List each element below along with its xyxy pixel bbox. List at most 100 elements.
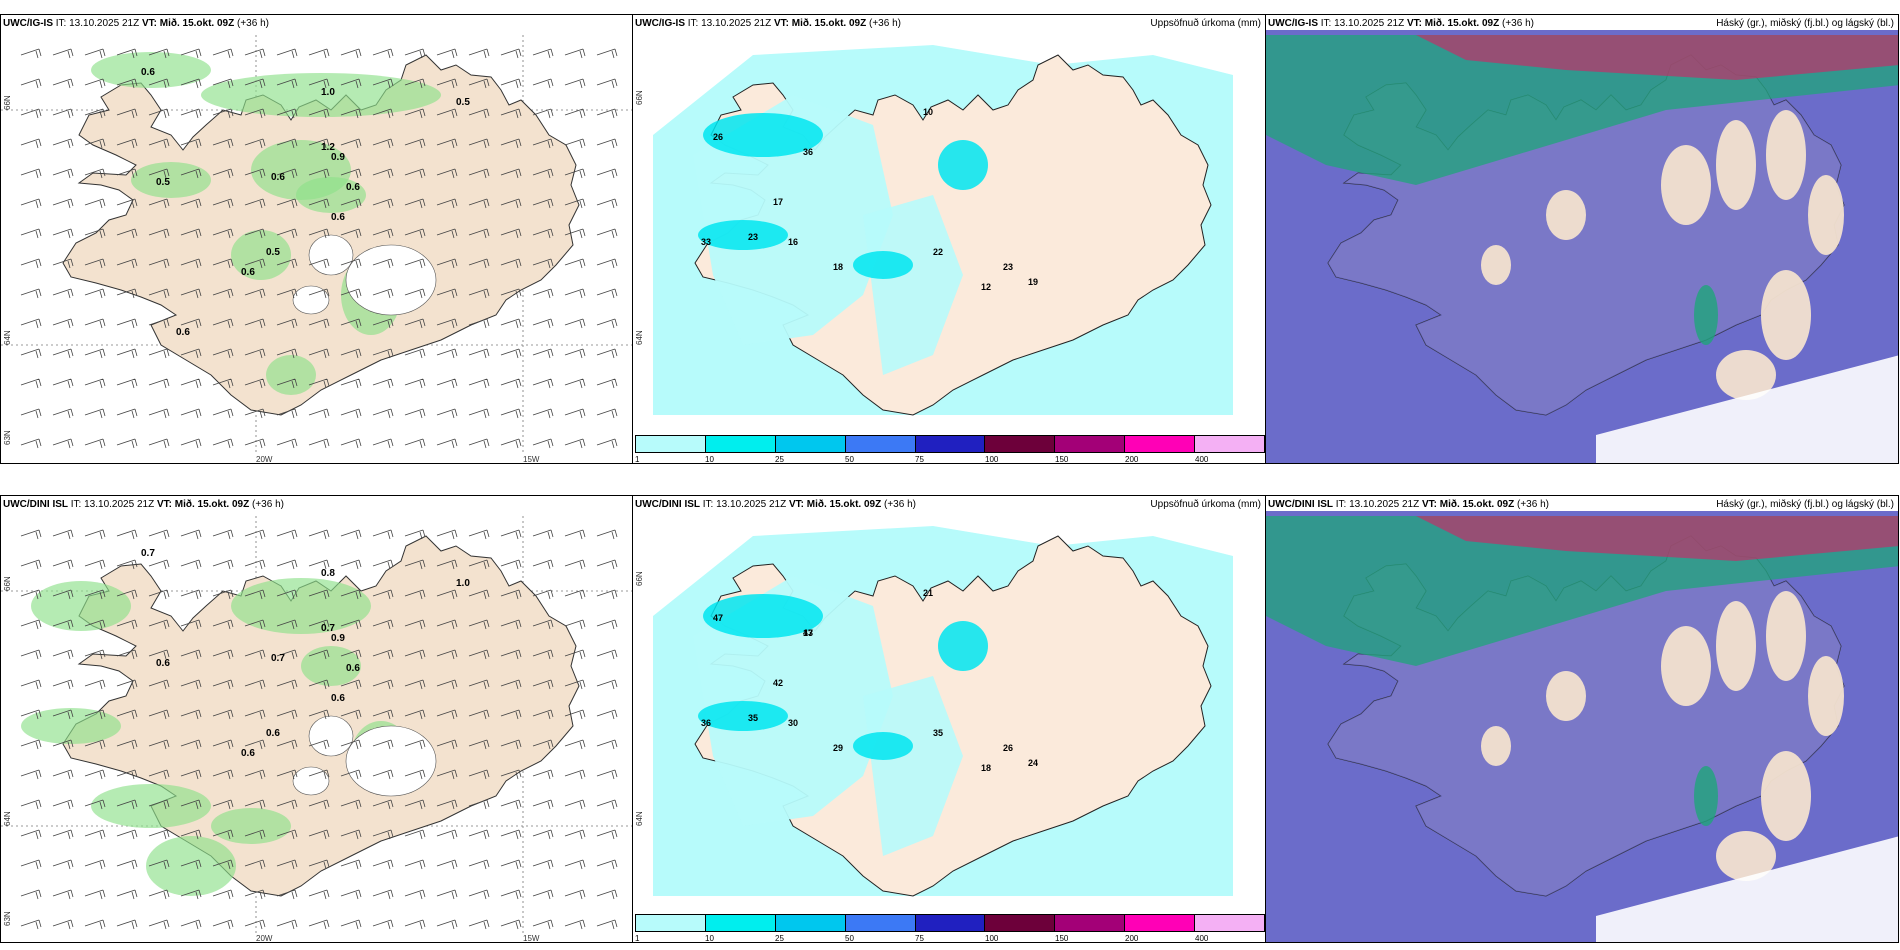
wind-barb	[404, 378, 426, 389]
clear-sky-patch	[1808, 175, 1844, 255]
wind-barb	[436, 529, 458, 540]
wind-barb	[500, 619, 522, 630]
wind-barb	[212, 138, 234, 149]
precip-value-label: 0.6	[331, 212, 345, 223]
wind-barb	[212, 919, 234, 930]
wind-barb	[436, 709, 458, 720]
wind-barb	[84, 559, 106, 570]
wind-barb	[180, 739, 202, 750]
wind-barb	[20, 919, 42, 930]
wind-barb	[308, 589, 330, 600]
heavy-precip-patch	[853, 251, 913, 279]
wind-barb	[84, 78, 106, 89]
lat-label-63: 63N	[3, 911, 12, 926]
wind-barb	[564, 859, 586, 870]
clear-sky-patch	[1481, 726, 1511, 766]
wind-barb	[244, 769, 266, 780]
wind-barb	[84, 348, 106, 359]
wind-barb	[180, 318, 202, 329]
wind-barb	[468, 258, 490, 269]
wind-barb	[404, 348, 426, 359]
wind-barb	[180, 619, 202, 630]
wind-barb	[20, 348, 42, 359]
wind-barb	[532, 168, 554, 179]
wind-barb	[340, 378, 362, 389]
colorbar-swatch	[705, 436, 776, 452]
wind-barb	[84, 228, 106, 239]
wind-barb	[212, 709, 234, 720]
wind-barb	[596, 889, 618, 900]
wind-barb	[500, 138, 522, 149]
heavy-precip-patch	[853, 732, 913, 760]
panel-right-title: Háský (gr.), miðský (fj.bl.) og lágský (…	[1716, 499, 1894, 510]
wind-barb	[500, 859, 522, 870]
precip-value-label: 17	[773, 197, 783, 207]
wind-barb	[20, 799, 42, 810]
wind-barb	[596, 799, 618, 810]
precip-land-area	[863, 676, 963, 856]
wind-barb	[52, 438, 74, 449]
wind-barb	[148, 529, 170, 540]
wind-barb	[404, 318, 426, 329]
wind-barb	[372, 919, 394, 930]
colorbar-tick-label: 150	[1055, 934, 1069, 943]
wind-barb	[20, 559, 42, 570]
wind-barb	[564, 889, 586, 900]
wind-barb	[308, 48, 330, 59]
wind-barb	[596, 619, 618, 630]
wind-barb	[372, 679, 394, 690]
lat-label-66: 66N	[635, 571, 644, 586]
clear-sky-patch	[1661, 145, 1711, 225]
wind-barb	[148, 78, 170, 89]
wind-barb	[180, 859, 202, 870]
wind-barb	[180, 589, 202, 600]
colorbar-swatch	[1195, 436, 1265, 452]
wind-barb	[500, 679, 522, 690]
wind-barb	[148, 649, 170, 660]
wind-barb	[244, 529, 266, 540]
glacier	[345, 244, 437, 316]
wind-barb	[404, 769, 426, 780]
wind-barb	[564, 378, 586, 389]
wind-barb	[52, 559, 74, 570]
clear-sky-patch	[1766, 591, 1806, 681]
wind-barb	[244, 589, 266, 600]
wind-barb	[436, 348, 458, 359]
colorbar-swatch	[1125, 915, 1196, 931]
wind-barb	[500, 889, 522, 900]
wind-barb	[532, 198, 554, 209]
wind-barb	[436, 799, 458, 810]
wind-barb	[340, 529, 362, 540]
panel-dini-precip: UWC/DINI ISL IT: 13.10.2025 21Z VT: Mið.…	[632, 495, 1266, 943]
wind-barb	[340, 138, 362, 149]
wind-barb	[340, 48, 362, 59]
wind-barb	[532, 679, 554, 690]
wind-barb	[596, 198, 618, 209]
precip-value-label: 0.5	[456, 97, 470, 108]
wind-barb	[468, 739, 490, 750]
wind-barb	[468, 168, 490, 179]
wind-barb	[436, 48, 458, 59]
wind-barb	[468, 769, 490, 780]
clear-sky-patch	[1661, 626, 1711, 706]
wind-barb	[468, 228, 490, 239]
panel-dini-clouds: UWC/DINI ISL IT: 13.10.2025 21Z VT: Mið.…	[1265, 495, 1899, 943]
wind-barb	[468, 529, 490, 540]
wind-barb	[52, 48, 74, 59]
wind-barb	[116, 318, 138, 329]
wind-barb	[532, 348, 554, 359]
wind-barb	[404, 619, 426, 630]
wind-barb	[372, 408, 394, 419]
colorbar-tick-label: 50	[845, 934, 854, 943]
wind-barb	[500, 48, 522, 59]
precip-value-label: 22	[933, 247, 943, 257]
wind-barb	[468, 138, 490, 149]
wind-barb	[212, 589, 234, 600]
lat-label-66: 66N	[635, 90, 644, 105]
wind-barb	[436, 889, 458, 900]
wind-barb	[276, 228, 298, 239]
wind-barb	[340, 78, 362, 89]
wind-barb	[532, 288, 554, 299]
wind-barb	[564, 258, 586, 269]
colorbar-tick-label: 1	[635, 934, 640, 943]
